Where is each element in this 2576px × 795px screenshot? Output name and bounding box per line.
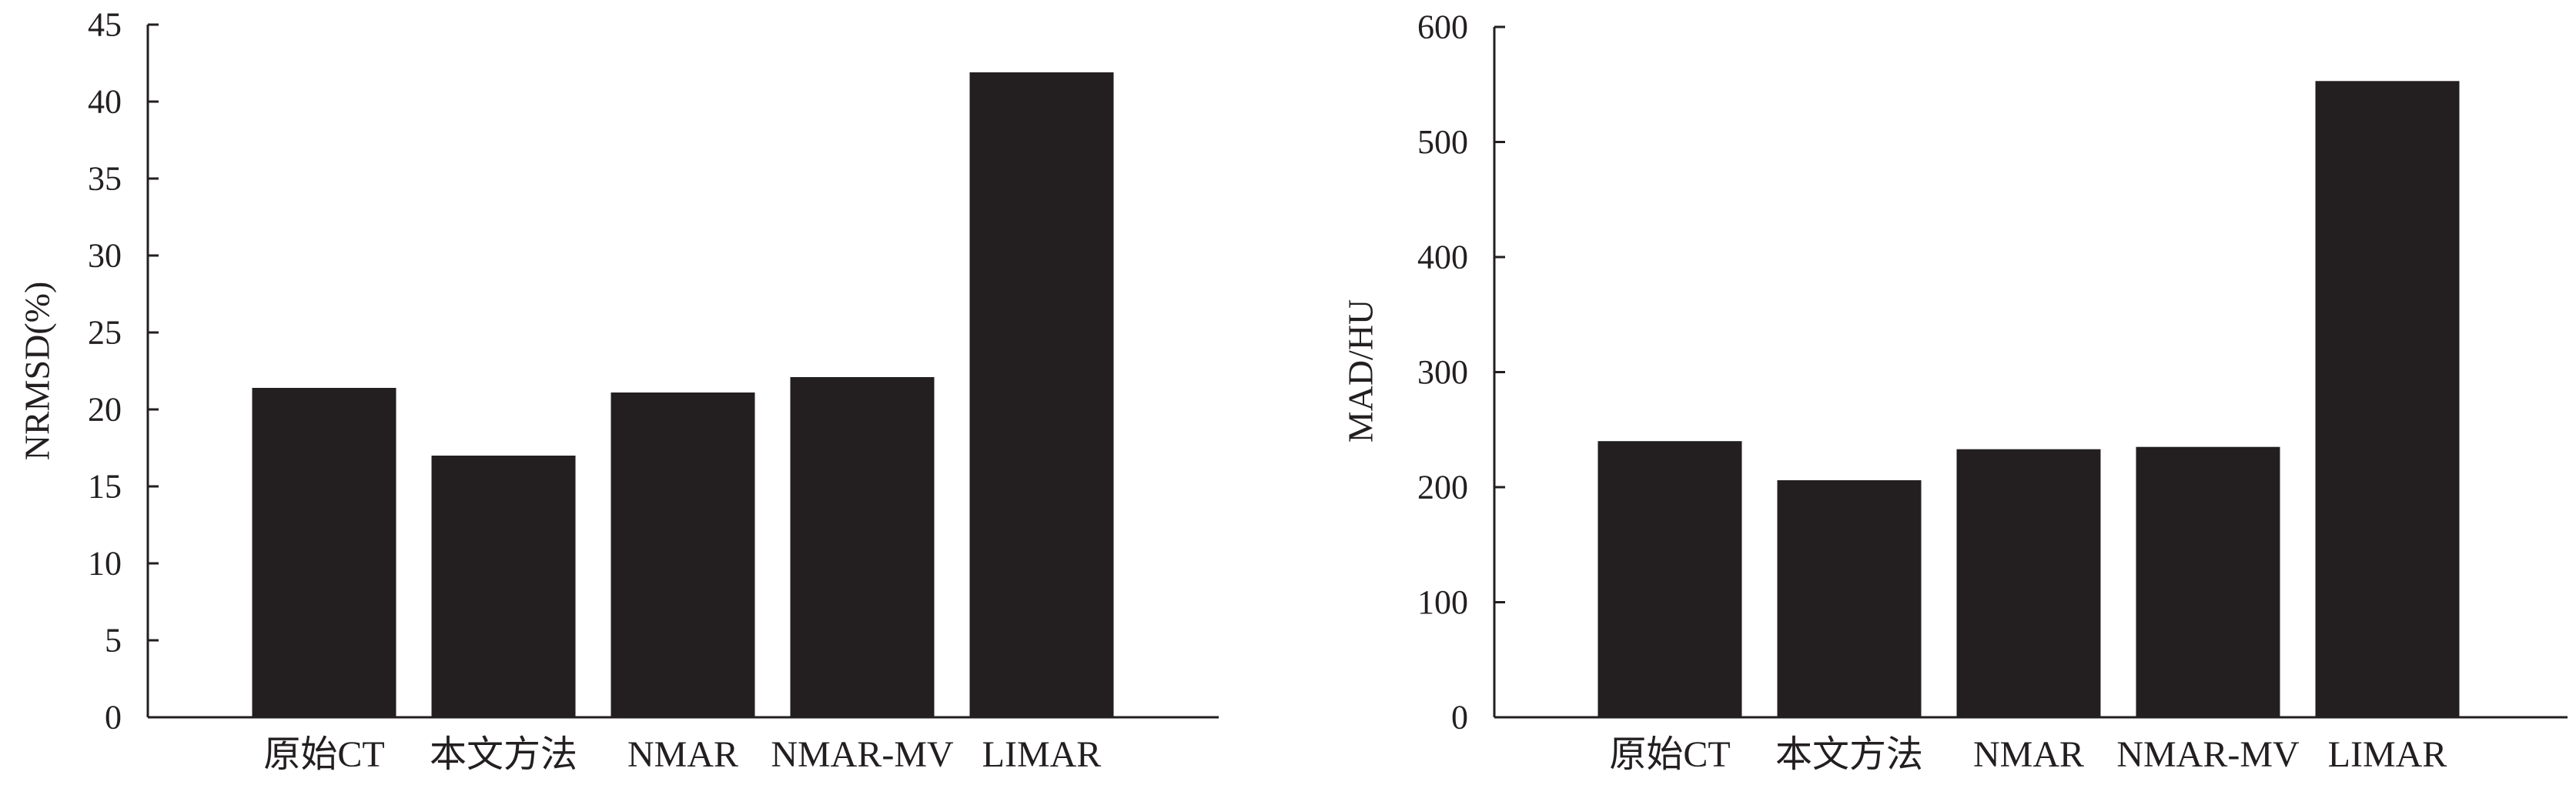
y-tick-label: 300 xyxy=(1417,353,1468,391)
y-axis-title: MAD/HU xyxy=(1341,299,1380,443)
y-tick-label: 20 xyxy=(88,391,122,429)
bar-1 xyxy=(1597,441,1742,717)
y-tick-label: 45 xyxy=(88,6,122,44)
y-tick-label: 15 xyxy=(88,468,122,506)
y-tick-label: 400 xyxy=(1417,239,1468,276)
y-tick-label: 100 xyxy=(1417,583,1468,621)
x-category-label: 原始CT xyxy=(263,734,384,775)
y-tick-label: 10 xyxy=(88,545,122,583)
bar-2 xyxy=(1777,480,1922,717)
x-category-label: 原始CT xyxy=(1609,734,1730,775)
y-tick-label: 200 xyxy=(1417,469,1468,506)
y-axis-title: NRMSD(%) xyxy=(18,282,57,461)
x-category-label: LIMAR xyxy=(982,734,1102,775)
bar-5 xyxy=(2315,81,2460,718)
y-tick-label: 500 xyxy=(1417,123,1468,161)
bar-2 xyxy=(431,456,576,717)
bar-1 xyxy=(252,388,396,717)
bar-4 xyxy=(2136,446,2280,717)
x-category-label: 本文方法 xyxy=(1775,734,1923,775)
y-tick-label: 35 xyxy=(88,160,122,198)
chart-nrmsd: 0 5 10 15 20 25 30 35 40 45 原始CT 本文方法 NMAR NMAR-MV LIM… xyxy=(18,6,1219,775)
y-tick-label: 600 xyxy=(1417,8,1468,46)
chart-mad: 0 100 200 300 400 500 600 原始CT 本文方法 NMAR NMAR-MV LI… xyxy=(1341,8,2568,775)
y-tick-label: 0 xyxy=(1451,699,1468,737)
bar-5 xyxy=(969,72,1114,717)
x-category-label: 本文方法 xyxy=(430,734,577,775)
y-tick-label: 40 xyxy=(88,83,122,121)
y-tick-label: 5 xyxy=(105,622,122,660)
x-category-label: NMAR xyxy=(1973,734,2084,775)
x-category-label: NMAR xyxy=(627,734,738,775)
x-category-label: NMAR-MV xyxy=(2116,734,2300,775)
bar-3 xyxy=(1956,449,2101,717)
y-tick-label: 0 xyxy=(105,699,122,737)
x-category-label: NMAR-MV xyxy=(771,734,954,775)
bar-4 xyxy=(790,377,935,717)
y-tick-label: 25 xyxy=(88,314,122,352)
y-tick-label: 30 xyxy=(88,237,122,275)
x-category-label: LIMAR xyxy=(2328,734,2447,775)
bar-3 xyxy=(611,392,755,717)
